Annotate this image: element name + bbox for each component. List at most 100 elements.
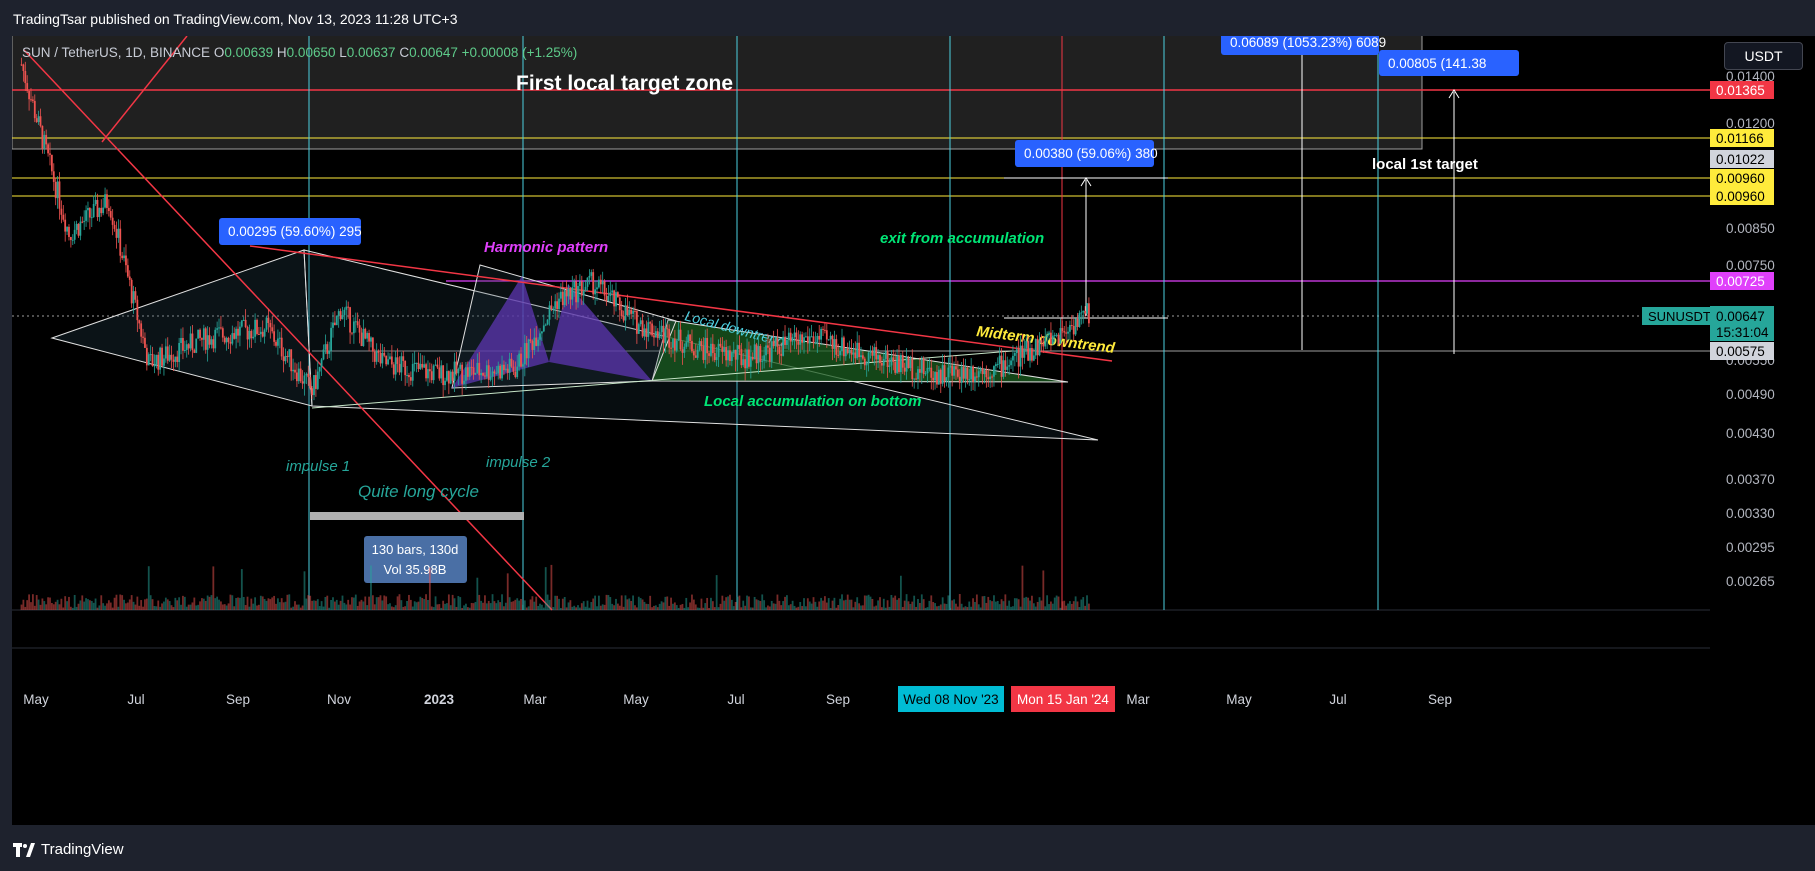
rise-line[interactable]: [101, 36, 188, 143]
volume-bar: [691, 594, 693, 610]
ohlc-l-label: L: [339, 45, 347, 60]
candle: [303, 372, 306, 396]
volume-bar: [351, 597, 353, 610]
candle: [145, 344, 148, 371]
measure-label-1[interactable]: 0.00805 (141.38: [1379, 50, 1519, 76]
annotation-impulse-2[interactable]: impulse 2: [486, 454, 551, 471]
annotation-harmonic-pattern[interactable]: Harmonic pattern: [484, 239, 608, 256]
volume-bar: [178, 597, 181, 610]
x-tick-label: Sep: [1428, 692, 1452, 707]
price-badge[interactable]: 0.01022: [1710, 150, 1774, 168]
volume-bar: [637, 596, 640, 610]
candle: [421, 355, 424, 370]
volume-bar: [896, 599, 898, 610]
volume-bar: [774, 603, 777, 610]
chart-canvas[interactable]: First local target zone local 1st target…: [12, 36, 1710, 825]
price-badge[interactable]: 0.01365: [1710, 81, 1774, 99]
volume-bar: [295, 604, 298, 610]
svg-text:0.00575: 0.00575: [1716, 344, 1765, 359]
price-badge[interactable]: 0.00960: [1710, 169, 1774, 187]
volume-bar: [692, 599, 695, 610]
symbol-legend[interactable]: SUN / TetherUS, 1D, BINANCE O0.00639 H0.…: [22, 45, 577, 60]
annotation-quite-long-cycle[interactable]: Quite long cycle: [358, 482, 479, 501]
price-badge[interactable]: 0.01166: [1710, 129, 1774, 147]
candle: [894, 352, 897, 376]
volume-bar: [159, 606, 162, 610]
candle: [271, 316, 274, 334]
candle: [730, 351, 733, 367]
volume-bar: [905, 594, 908, 610]
candle: [497, 361, 500, 380]
volume-bar: [1000, 599, 1003, 610]
candle: [884, 345, 887, 362]
volume-bar: [49, 597, 51, 610]
volume-bar: [601, 604, 604, 610]
volume-bar: [385, 596, 388, 610]
price-badge[interactable]: 0.00575: [1710, 342, 1774, 360]
candle: [227, 336, 230, 350]
volume-bar: [641, 599, 644, 610]
annotation-local-accumulation[interactable]: Local accumulation on bottom: [704, 393, 922, 410]
candle: [314, 369, 317, 397]
candle: [518, 350, 521, 372]
candle: [888, 358, 891, 373]
candle: [597, 276, 600, 289]
measure-label-3[interactable]: 0.00295 (59.60%) 295: [219, 218, 362, 245]
volume-bar: [603, 604, 606, 610]
volume-bar: [301, 605, 304, 610]
target-zone-box[interactable]: [12, 36, 1423, 150]
candle: [495, 366, 498, 375]
annotation-exit-accumulation[interactable]: exit from accumulation: [880, 230, 1044, 247]
volume-bar: [886, 600, 889, 610]
candle: [516, 355, 519, 379]
last-price-symbol-tag[interactable]: SUNUSDT: [1642, 307, 1710, 325]
price-axis[interactable]: 0.01400 0.01200 0.00850 0.00750 0.00550 0.004…: [1710, 36, 1815, 825]
volume-bar: [548, 599, 551, 610]
candle: [290, 349, 293, 381]
candle: [430, 363, 433, 384]
tradingview-brand[interactable]: TradingView: [13, 841, 124, 858]
candle: [681, 341, 684, 365]
annotation-local-1st-target[interactable]: local 1st target: [1372, 156, 1478, 173]
volume-bar: [1046, 595, 1049, 610]
candle: [706, 328, 709, 365]
midterm-downtrend-line[interactable]: [249, 245, 1113, 362]
candle: [246, 325, 249, 350]
harmonic-pattern-right[interactable]: [549, 284, 652, 381]
candle: [958, 368, 961, 390]
volume-bar: [852, 607, 855, 610]
date-badge-nov[interactable]: Wed 08 Nov '23: [898, 686, 1004, 712]
candle: [1029, 338, 1031, 368]
volume-bar: [628, 598, 631, 610]
chart-pane[interactable]: First local target zone local 1st target…: [12, 36, 1710, 825]
candle: [121, 251, 124, 261]
volume-bar: [793, 605, 796, 610]
currency-selector[interactable]: USDT: [1724, 42, 1803, 70]
candle: [632, 306, 634, 326]
price-badge[interactable]: 0.00960: [1710, 187, 1774, 205]
candlestick-series[interactable]: [20, 57, 1090, 401]
annotation-first-target-zone[interactable]: First local target zone: [516, 72, 733, 95]
volume-bar: [654, 605, 657, 610]
price-axis-canvas[interactable]: 0.014000.012000.008500.007500.005500.004…: [1710, 36, 1815, 825]
candle: [603, 279, 606, 301]
range-box[interactable]: 130 bars, 130d Vol 35.98B: [364, 536, 467, 583]
volume-bar: [1072, 601, 1075, 610]
x-tick-label: Jul: [127, 692, 144, 707]
candle: [176, 350, 179, 368]
measure-label-2[interactable]: 0.00380 (59.06%) 380: [1015, 140, 1158, 167]
date-badge-jan[interactable]: Mon 15 Jan '24: [1011, 686, 1115, 712]
volume-bar: [738, 595, 741, 610]
volume-bar: [668, 605, 671, 610]
symbol-name[interactable]: SUN / TetherUS, 1D, BINANCE: [22, 45, 211, 60]
cycle-arrow[interactable]: [310, 512, 524, 520]
annotation-impulse-1[interactable]: impulse 1: [286, 458, 350, 475]
candle: [679, 320, 682, 351]
measure-label-0[interactable]: 0.06089 (1053.23%) 6089: [1221, 36, 1386, 55]
candle: [425, 362, 427, 382]
volume-bar: [98, 605, 101, 610]
volume-bar: [506, 573, 509, 610]
price-badge[interactable]: 0.00725: [1710, 272, 1774, 290]
volume-bar: [294, 601, 296, 610]
